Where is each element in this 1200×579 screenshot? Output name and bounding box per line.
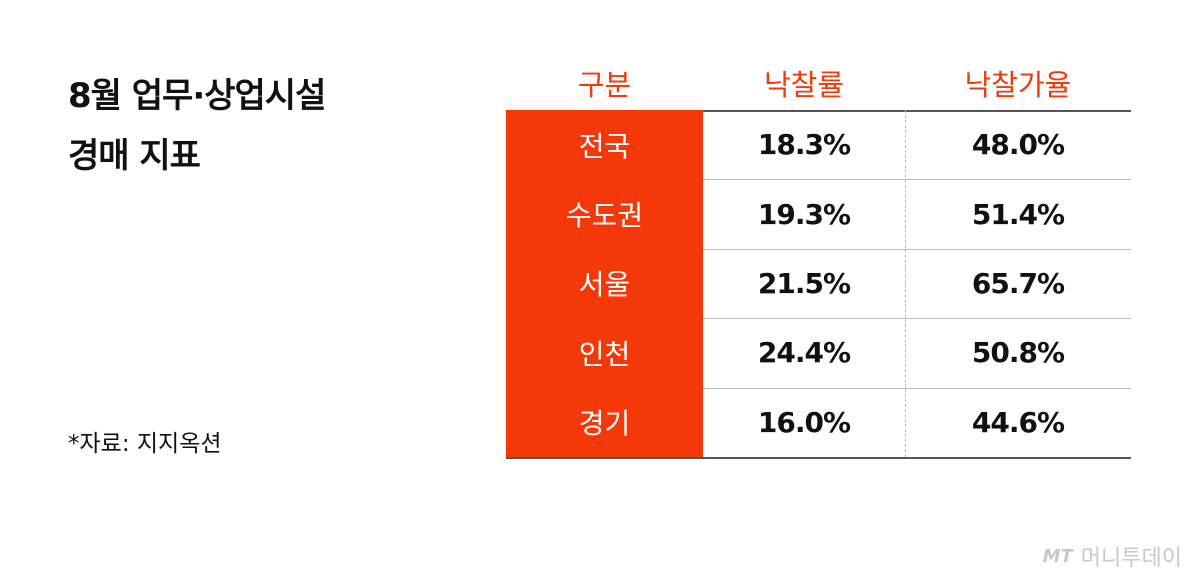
row-label: 서울	[506, 248, 703, 319]
brand: MT 머니투데이	[1043, 540, 1182, 572]
title-line: 경매 지표	[68, 136, 201, 176]
row-rule	[703, 387, 1131, 389]
value-cell: 48.0%	[971, 128, 1065, 162]
column-divider	[905, 110, 906, 457]
brand-logo: MT	[1042, 545, 1073, 567]
value-cell: 18.3%	[757, 128, 851, 162]
row-label: 수도권	[506, 179, 703, 249]
row-label: 전국	[506, 110, 703, 180]
value-cell: 44.6%	[971, 405, 1065, 439]
value-cell: 24.4%	[757, 336, 851, 370]
row-label: 인천	[506, 318, 703, 388]
brand-name: 머니투데이	[1080, 546, 1182, 571]
source-note: *자료: 지지옥션	[68, 431, 222, 457]
value-cell: 51.4%	[971, 197, 1065, 231]
value-cell: 16.0%	[757, 405, 851, 439]
title-line: 8월 업무·상업시설	[68, 76, 326, 116]
value-cell: 65.7%	[971, 266, 1065, 300]
column-header: 낙찰률	[763, 67, 845, 102]
bottom-rule	[506, 457, 1131, 459]
column-header: 낙찰가율	[964, 67, 1072, 102]
column-header: 구분	[577, 67, 632, 102]
value-cell: 19.3%	[757, 197, 851, 231]
row-rule	[703, 248, 1131, 250]
row-rule	[703, 179, 1131, 181]
value-cell: 50.8%	[971, 336, 1065, 370]
value-cell: 21.5%	[757, 266, 851, 300]
row-rule	[703, 318, 1131, 320]
row-label: 경기	[506, 387, 703, 457]
header-rule	[506, 110, 1131, 112]
